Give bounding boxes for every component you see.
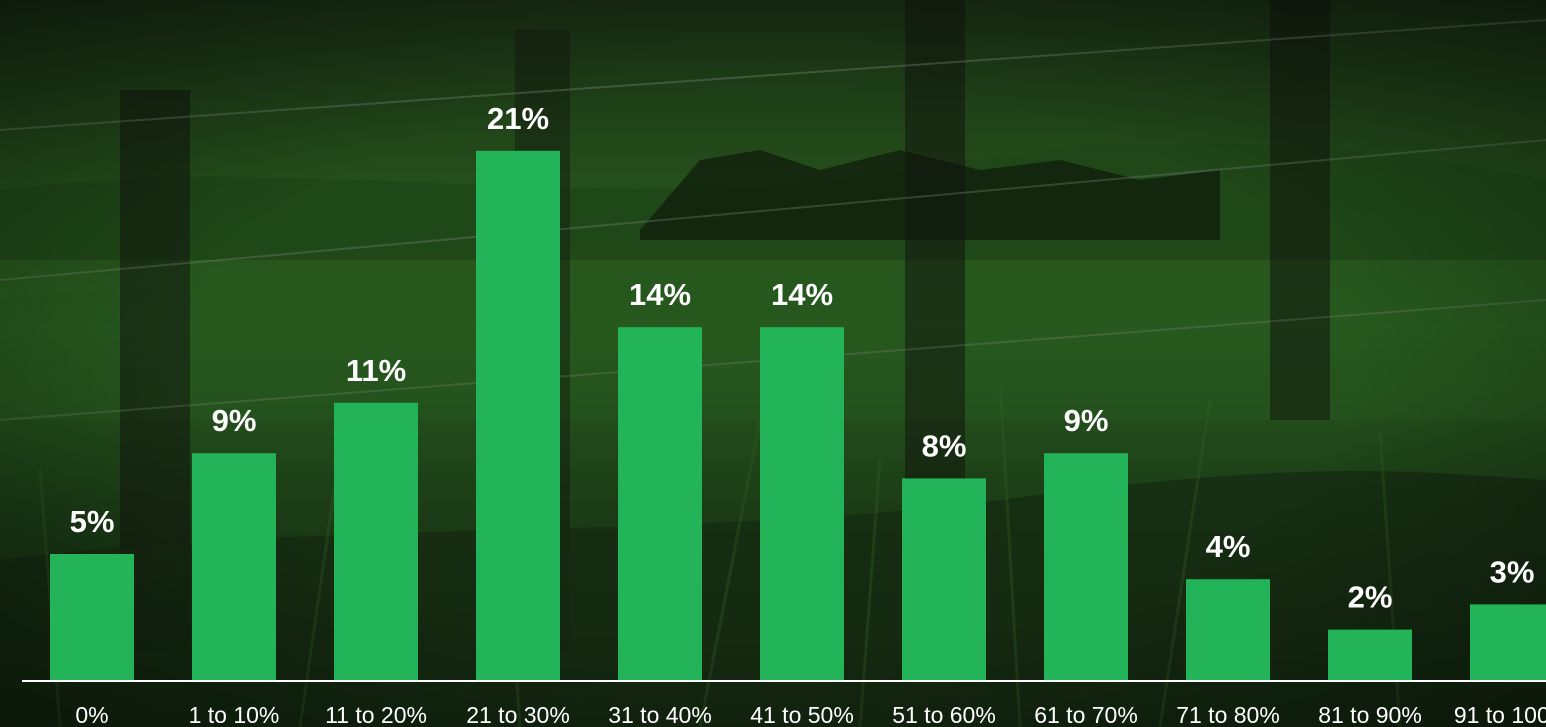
data-label-10: 3% [1490,554,1535,589]
data-label-7: 9% [1064,403,1109,438]
x-tick-labels-group: 0% 1 to 10% 11 to 20% 21 to 30% 31 to 40% 41 … [75,702,1546,727]
bar-2 [334,402,418,680]
bar-4 [618,327,702,680]
x-tick-label-1: 1 to 10% [189,702,280,727]
bar-9 [1328,629,1412,680]
data-label-1: 9% [212,403,257,438]
data-label-4: 14% [629,277,691,312]
data-label-5: 14% [771,277,833,312]
x-tick-label-8: 71 to 80% [1176,702,1280,727]
x-tick-label-9: 81 to 90% [1318,702,1422,727]
bar-5 [760,327,844,680]
data-label-6: 8% [922,428,967,463]
x-tick-label-7: 61 to 70% [1034,702,1138,727]
x-tick-label-3: 21 to 30% [466,702,570,727]
bar-10 [1470,604,1546,680]
data-label-8: 4% [1206,529,1251,564]
data-label-2: 11% [346,353,406,388]
bar-8 [1186,579,1270,680]
x-tick-label-4: 31 to 40% [608,702,712,727]
data-label-9: 2% [1348,580,1393,615]
x-tick-label-6: 51 to 60% [892,702,996,727]
bars-group [50,150,1546,681]
bar-1 [192,453,276,680]
bar-7 [1044,453,1128,680]
bar-0 [50,554,134,680]
x-tick-label-10: 91 to 100% [1454,702,1546,727]
x-tick-label-5: 41 to 50% [750,702,854,727]
x-tick-label-0: 0% [75,702,108,727]
x-tick-label-2: 11 to 20% [325,702,427,727]
bar-6 [902,478,986,680]
data-labels-group: 5% 9% 11% 21% 14% 14% 8% 9% 4% 2% 3% [70,101,1535,615]
data-label-0: 5% [70,504,115,539]
bar-3 [476,150,560,681]
data-label-3: 21% [487,101,549,136]
